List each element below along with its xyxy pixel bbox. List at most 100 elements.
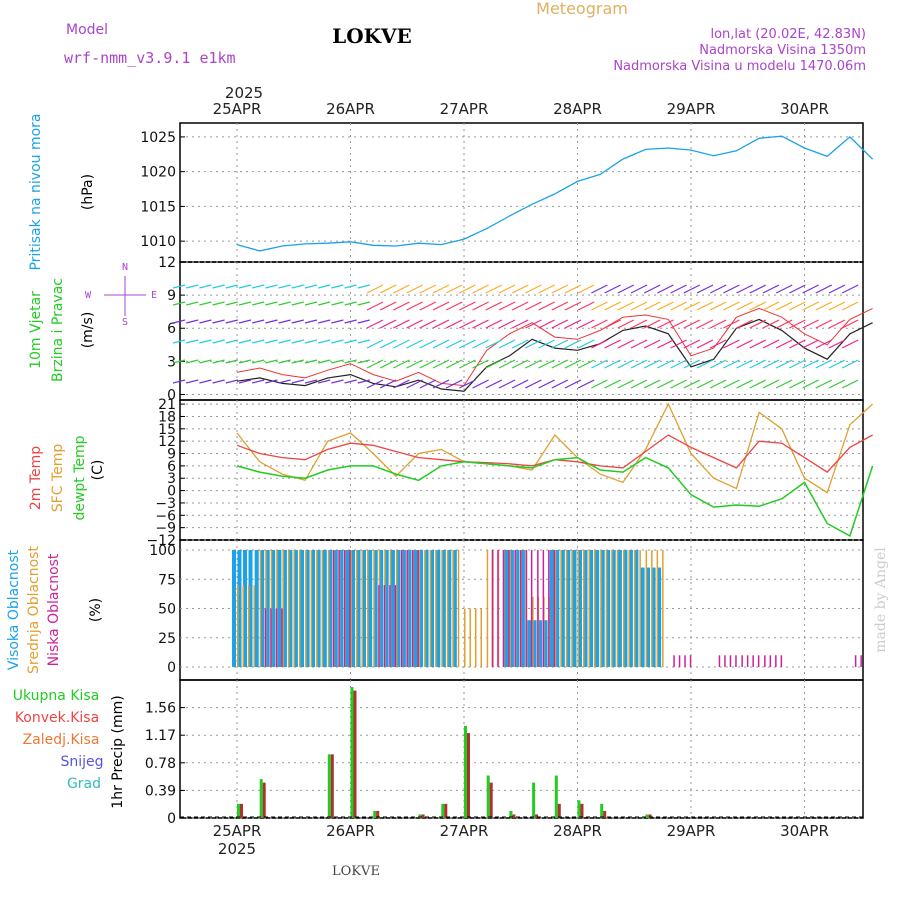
wind-arrow (762, 339, 780, 349)
cloud-bar (270, 608, 272, 667)
ytick-label: 25 (158, 631, 176, 647)
wind-arrow (604, 339, 621, 349)
wind-arrow (472, 319, 489, 329)
wind-arrow (265, 379, 278, 384)
wind-arrow (802, 359, 819, 369)
cloud-bar (616, 550, 619, 667)
wind-arrow (459, 339, 476, 349)
wind-arrow (278, 284, 291, 289)
cloud-bar (429, 550, 432, 667)
precip-bar (259, 779, 263, 818)
wind-arrow (670, 284, 687, 294)
wind-arrow (379, 284, 397, 294)
cloud-bar (406, 550, 408, 667)
cloud-bar (293, 550, 298, 667)
wind-arrow (604, 379, 621, 389)
wind-arrow (736, 379, 753, 389)
wind-arrow (525, 379, 542, 389)
cloud-bar (452, 550, 454, 667)
wind-arrow (172, 339, 186, 344)
ytick-label: 6 (167, 321, 176, 337)
cloud-bar (491, 550, 494, 667)
wind-arrow (617, 379, 635, 389)
wind-arrow (657, 379, 674, 389)
compass-n: N (122, 262, 128, 273)
cloud-bar (538, 620, 543, 667)
wind-arrow (498, 359, 516, 369)
precip-bar (486, 775, 490, 818)
cloud-bar (305, 550, 310, 667)
cloud-bar (383, 585, 386, 667)
cloud-bar (407, 550, 412, 667)
wind-arrow (485, 319, 503, 329)
cloud-bar (356, 550, 361, 667)
wind-arrow (172, 359, 186, 364)
wind-arrow (419, 319, 437, 329)
wind-arrow (709, 359, 727, 369)
wind-arrow (657, 284, 674, 294)
wind-arrow (841, 379, 859, 389)
cloud-bar (628, 550, 633, 667)
day-label-bottom: 29APR (667, 822, 716, 840)
temp-axis-title: 2m Temp (28, 446, 44, 510)
wind-arrow (749, 379, 767, 389)
ytick-label: −3 (155, 496, 176, 512)
wind-arrow (617, 284, 635, 294)
wind-arrow (577, 359, 595, 369)
wind-arrow (736, 301, 753, 311)
cloud-bar (356, 550, 358, 667)
ytick-label: 12 (158, 255, 176, 271)
wind-arrow (723, 301, 740, 311)
cloud-bar (678, 655, 681, 667)
cloud-bar (549, 550, 554, 667)
wind-arrow (683, 284, 701, 294)
wind-arrow (709, 319, 727, 329)
cloud-bar (361, 550, 363, 667)
wind-arrow (318, 319, 331, 324)
cloud-bar (520, 550, 525, 667)
wind-arrow (591, 359, 608, 369)
cloud-bar (746, 655, 749, 667)
wind-arrow (525, 339, 542, 349)
cloud-bar (662, 550, 664, 667)
cloud-bar (775, 655, 777, 667)
wind-gust-line (236, 307, 873, 387)
cloud-bar (735, 655, 737, 667)
cloud-bar (339, 550, 344, 667)
cloud-bar (752, 655, 754, 667)
wind-arrow (379, 319, 397, 329)
precip-bar (512, 814, 516, 818)
precip-bar (577, 800, 581, 818)
wind-arrow (643, 319, 661, 329)
wind-arrow (472, 379, 489, 389)
wind-arrow (564, 301, 582, 311)
cloud-bar (384, 550, 389, 667)
wind-arrow (238, 301, 252, 306)
wind-arrow (278, 339, 291, 344)
precip-bar (444, 803, 448, 818)
wind-arrow (357, 359, 370, 364)
wind-arrow (775, 359, 793, 369)
cloud-bar (628, 550, 630, 667)
precip-bar (464, 726, 467, 818)
wind-arrow (366, 301, 384, 311)
watermark: made by Angel (873, 547, 889, 653)
wind-arrow (736, 319, 753, 329)
cloud-bar (605, 550, 608, 667)
ytick-label: 21 (158, 397, 176, 413)
wind-arrow (225, 359, 238, 364)
cloud-bar (502, 550, 505, 667)
cloud-bar (527, 620, 532, 667)
wind-arrow (366, 379, 384, 389)
wind-arrow (172, 319, 186, 324)
wind-arrow (472, 284, 489, 294)
wind-arrow (643, 359, 661, 369)
wind-arrow (459, 319, 476, 329)
wind-arrow (643, 339, 661, 349)
ytick-label: −12 (146, 533, 176, 549)
cloud-bar (718, 655, 721, 667)
precip-bar (603, 810, 607, 818)
wind-arrow (291, 339, 304, 344)
wind-arrow (657, 339, 674, 349)
year-top: 2025 (225, 84, 263, 102)
